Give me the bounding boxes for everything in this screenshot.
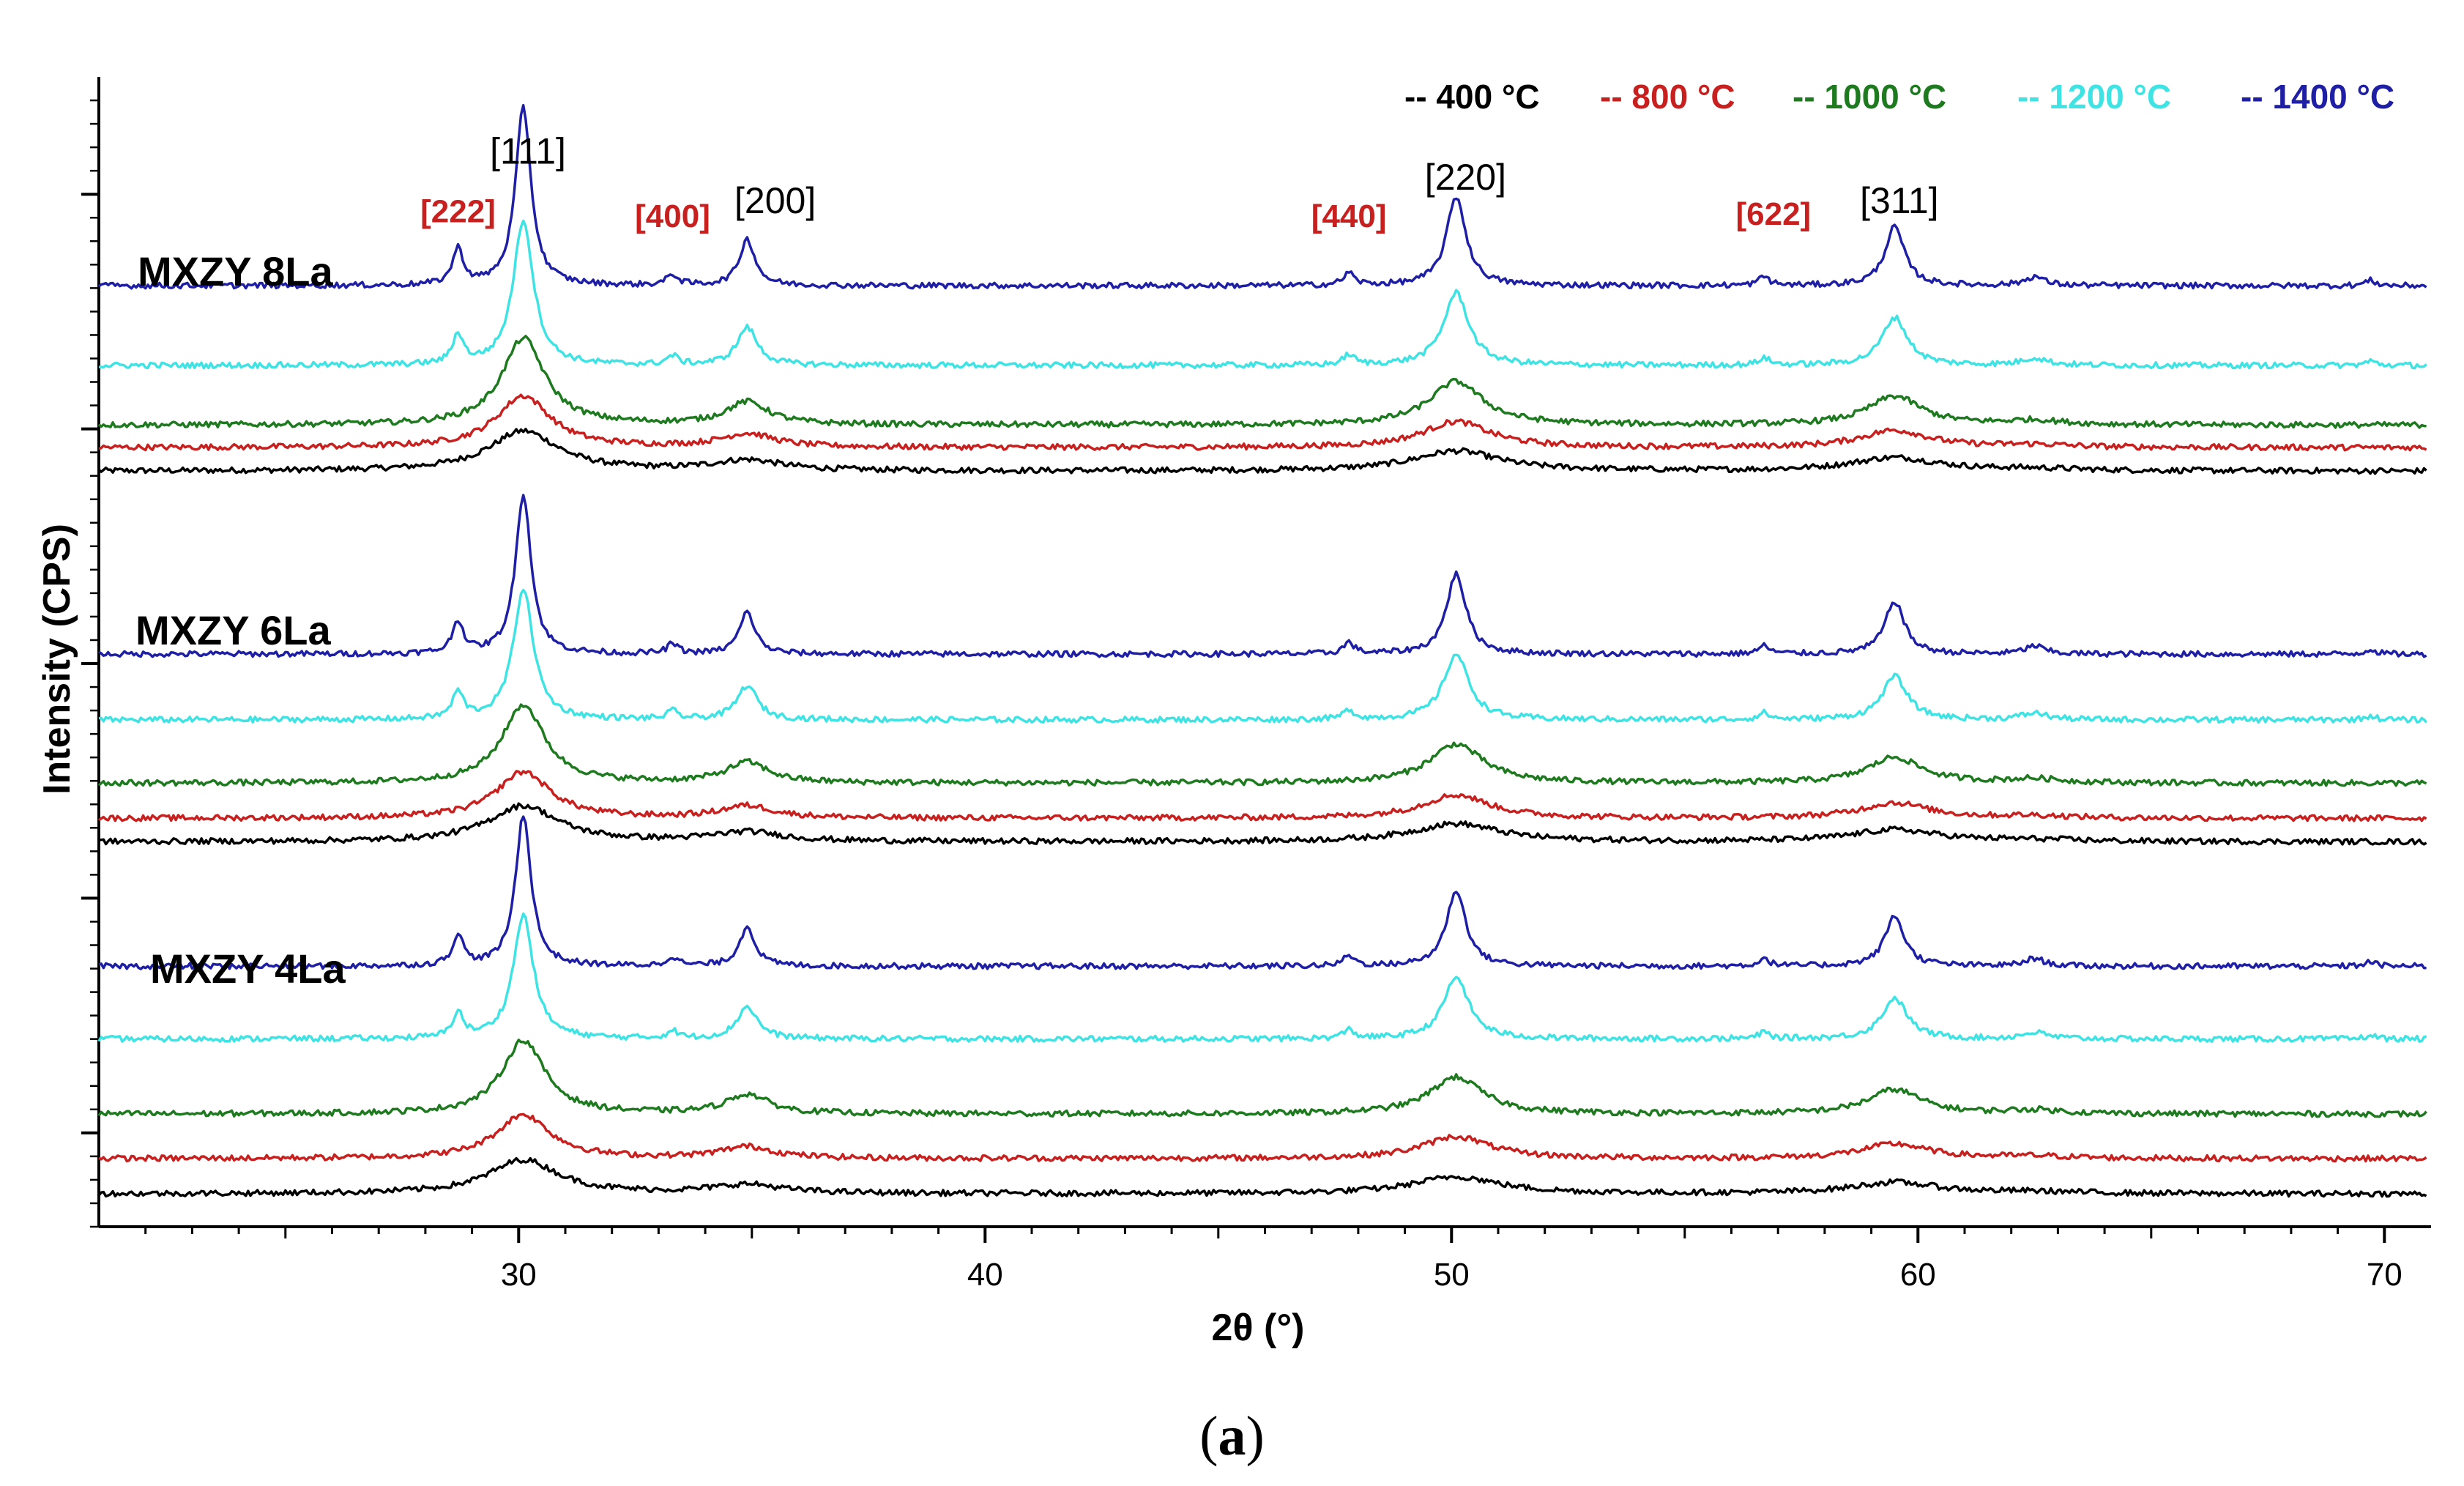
panel-label-open: ( <box>1199 1405 1218 1467</box>
group-label: MXZY 8La <box>138 248 333 294</box>
legend-entry: -- 400 °C <box>1404 78 1540 116</box>
series-line <box>97 912 2427 1044</box>
series-line <box>98 802 2427 846</box>
annotations-layer: MXZY 8La MXZY 6La MXZY 4La [222] [111] [400] [… <box>135 131 1939 992</box>
series-line <box>97 703 2427 787</box>
series-line <box>98 393 2427 452</box>
peak-label: [622] <box>1735 196 1811 232</box>
x-axis-label: 2θ (°) <box>1212 1307 1305 1349</box>
series-line <box>98 588 2427 724</box>
panel-label-close: ) <box>1246 1405 1265 1467</box>
group-label: MXZY 4La <box>150 946 346 992</box>
series-line <box>97 428 2427 475</box>
x-tick-label: 60 <box>1900 1257 1936 1293</box>
panel-label-letter: a <box>1218 1405 1246 1467</box>
series-line <box>97 103 2427 290</box>
series-line <box>97 335 2427 429</box>
peak-label: [311] <box>1860 180 1939 221</box>
peak-label: [440] <box>1311 198 1387 234</box>
group-label: MXZY 6La <box>135 607 331 653</box>
peak-label: [222] <box>420 194 496 230</box>
series-line <box>98 494 2427 658</box>
series-layer <box>97 103 2427 1198</box>
series-line <box>99 219 2427 370</box>
series-line <box>97 1156 2427 1198</box>
x-tick-label: 30 <box>501 1257 537 1293</box>
x-tick-label: 70 <box>2367 1257 2402 1293</box>
peak-label: [400] <box>635 198 710 234</box>
peak-label: [220] <box>1425 157 1506 198</box>
legend-entry: -- 1200 °C <box>2017 78 2171 116</box>
legend-entry: -- 800 °C <box>1600 78 1735 116</box>
y-axis-label: Intensity (CPS) <box>36 524 78 795</box>
panel-label: (a) <box>0 1405 2464 1468</box>
series-line <box>98 815 2427 970</box>
legend: -- 400 °C -- 800 °C -- 1000 °C -- 1200 °C --… <box>1404 78 2394 116</box>
x-tick-label: 40 <box>967 1257 1003 1293</box>
legend-entry: -- 1000 °C <box>1793 78 1946 116</box>
series-line <box>98 1112 2427 1163</box>
x-tick-label: 50 <box>1434 1257 1470 1293</box>
series-line <box>98 770 2427 822</box>
axes: 30 40 50 60 70 <box>81 77 2431 1293</box>
legend-entry: -- 1400 °C <box>2241 78 2394 116</box>
series-line <box>97 1039 2427 1118</box>
peak-label: [111] <box>490 131 566 172</box>
peak-label: [200] <box>734 180 816 221</box>
